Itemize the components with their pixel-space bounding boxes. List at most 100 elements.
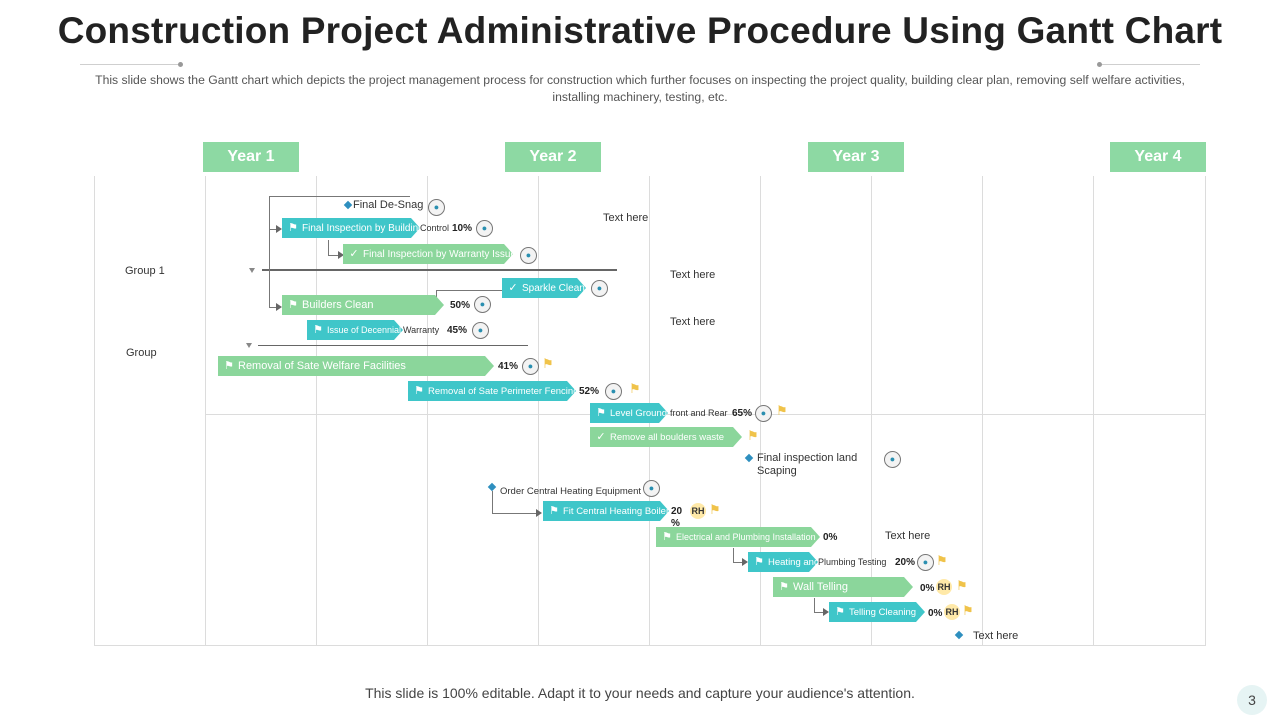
- grid-line: [205, 414, 1205, 415]
- grid-line: [538, 176, 539, 646]
- connector-line: [436, 290, 502, 291]
- rh-badge: RH: [944, 604, 960, 620]
- user-icon: ●: [522, 358, 539, 375]
- flag-icon: ⚑: [414, 385, 424, 397]
- task-bar-builders-clean[interactable]: ⚑ Builders Clean: [282, 295, 444, 315]
- tag-icon: ⚑: [936, 553, 948, 568]
- flag-icon: ⚑: [662, 531, 672, 543]
- user-icon: ●: [520, 247, 537, 264]
- milestone-order-heating: Order Central Heating Equipment: [500, 486, 641, 497]
- tag-icon: ⚑: [747, 428, 759, 443]
- task-suffix: front and Rear: [670, 408, 728, 418]
- milestone-diamond: [487, 482, 497, 492]
- check-icon: ✓: [349, 248, 359, 260]
- connector-line: [269, 196, 270, 308]
- task-bar-telling-cleaning[interactable]: ⚑ Telling Cleaning: [829, 602, 925, 622]
- task-label: Final Inspection by Building: [302, 223, 424, 234]
- milestone-diamond: [343, 200, 353, 210]
- task-label: Sparkle Clean: [522, 283, 585, 294]
- task-bar-heating-testing[interactable]: ⚑ Heating and: [748, 552, 818, 572]
- group-label-1: Group 1: [125, 265, 165, 277]
- user-icon: ●: [476, 220, 493, 237]
- text-note: Text here: [885, 530, 931, 542]
- flag-icon: ⚑: [754, 556, 764, 568]
- title-divider-left: [80, 64, 180, 65]
- task-progress: 0%: [823, 532, 838, 543]
- user-icon: ●: [884, 451, 901, 468]
- connector-line: [269, 196, 410, 197]
- arrow-icon: [823, 608, 829, 616]
- year-header-3: Year 3: [808, 142, 904, 172]
- task-label: Wall Telling: [793, 581, 849, 593]
- milestone-final-de-snag: Final De-Snag: [353, 199, 424, 211]
- task-progress: 0%: [920, 583, 935, 594]
- flag-icon: ⚑: [596, 407, 606, 419]
- user-icon: ●: [474, 296, 491, 313]
- task-bar-sparkle-clean[interactable]: ✓ Sparkle Clean: [502, 278, 586, 298]
- task-bar-final-inspection-building[interactable]: ⚑ Final Inspection by Building: [282, 218, 420, 238]
- task-label: Removal of Sate Welfare Facilities: [238, 360, 406, 372]
- user-icon: ●: [472, 322, 489, 339]
- group-collapse-icon[interactable]: [246, 343, 252, 348]
- page-title: Construction Project Administrative Proc…: [57, 10, 1223, 51]
- user-icon: ●: [428, 199, 445, 216]
- flag-icon: ⚑: [288, 299, 298, 311]
- milestone-diamond: [744, 453, 754, 463]
- grid-line: [316, 176, 317, 646]
- task-progress: 50%: [450, 300, 471, 311]
- task-bar-electrical-plumbing[interactable]: ⚑ Electrical and Plumbing Installation: [656, 527, 820, 547]
- grid-line: [427, 176, 428, 646]
- task-progress: 20%: [895, 557, 916, 568]
- connector-line: [492, 491, 493, 513]
- task-label: Fit Central Heating Boiler: [563, 506, 670, 517]
- grid-line: [1093, 176, 1094, 646]
- connector-line: [269, 229, 277, 230]
- user-icon: ●: [605, 383, 622, 400]
- task-label: Electrical and Plumbing Installation: [676, 532, 816, 542]
- text-note: Text here: [670, 316, 716, 328]
- group-collapse-icon[interactable]: [249, 268, 255, 273]
- task-bar-remove-boulders[interactable]: ✓ Remove all boulders waste: [590, 427, 742, 447]
- group-label-2: Group: [126, 347, 157, 359]
- flag-icon: ⚑: [288, 222, 298, 234]
- connector-line: [814, 598, 815, 612]
- tag-icon: ⚑: [629, 381, 641, 396]
- task-bar-removal-welfare[interactable]: ⚑ Removal of Sate Welfare Facilities: [218, 356, 494, 376]
- connector-line: [328, 255, 338, 256]
- milestone-diamond: [954, 630, 964, 640]
- task-progress: 45%: [447, 325, 468, 336]
- check-icon: ✓: [596, 431, 606, 443]
- group-divider-1: [262, 269, 617, 271]
- year-header-1: Year 1: [203, 142, 299, 172]
- task-label: Builders Clean: [302, 299, 374, 311]
- divider-dot-right: [1097, 62, 1102, 67]
- task-bar-fit-boiler[interactable]: ⚑ Fit Central Heating Boiler: [543, 501, 669, 521]
- user-icon: ●: [755, 405, 772, 422]
- task-bar-decennial-warranty[interactable]: ⚑ Issue of Decennial: [307, 320, 403, 340]
- user-icon: ●: [591, 280, 608, 297]
- year-header-2: Year 2: [505, 142, 601, 172]
- connector-line: [492, 513, 536, 514]
- task-progress: 0%: [928, 608, 943, 619]
- task-bar-level-grounds[interactable]: ⚑ Level Grounds: [590, 403, 668, 423]
- tag-icon: ⚑: [709, 502, 721, 517]
- tag-icon: ⚑: [542, 356, 554, 371]
- milestone-final-inspection-land: Final inspection land Scaping: [757, 452, 858, 477]
- text-note: Text here: [670, 269, 716, 281]
- task-label: Removal of Sate Perimeter Fencing: [428, 386, 579, 397]
- grid-line: [205, 176, 206, 646]
- check-icon: ✓: [508, 282, 518, 294]
- task-suffix: Warranty: [403, 325, 440, 335]
- footer-note: This slide is 100% editable. Adapt it to…: [365, 685, 915, 701]
- user-icon: ●: [643, 480, 660, 497]
- tag-icon: ⚑: [776, 403, 788, 418]
- task-bar-final-inspection-warranty[interactable]: ✓ Final Inspection by Warranty Issues: [343, 244, 513, 264]
- tag-icon: ⚑: [956, 578, 968, 593]
- flag-icon: ⚑: [549, 505, 559, 517]
- tag-icon: ⚑: [962, 603, 974, 618]
- grid-line: [982, 176, 983, 646]
- flag-icon: ⚑: [224, 360, 234, 372]
- task-bar-removal-fencing[interactable]: ⚑ Removal of Sate Perimeter Fencing: [408, 381, 576, 401]
- task-bar-wall-telling[interactable]: ⚑ Wall Telling: [773, 577, 913, 597]
- year-header-4: Year 4: [1110, 142, 1206, 172]
